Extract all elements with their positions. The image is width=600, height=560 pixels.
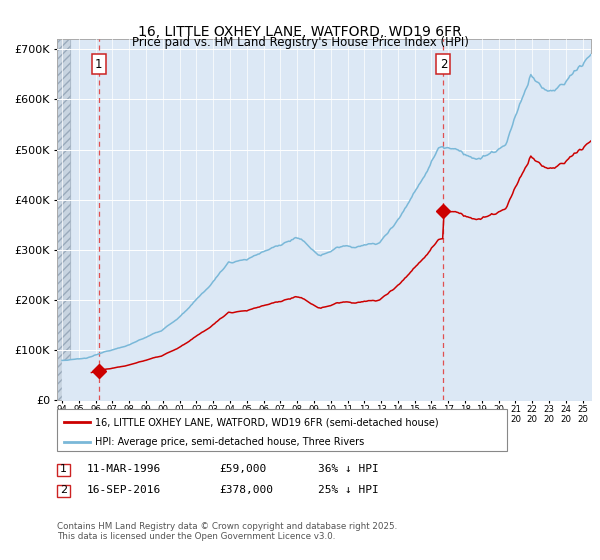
Text: 16, LITTLE OXHEY LANE, WATFORD, WD19 6FR: 16, LITTLE OXHEY LANE, WATFORD, WD19 6FR: [138, 25, 462, 39]
Text: 2: 2: [440, 58, 447, 71]
Text: 25% ↓ HPI: 25% ↓ HPI: [318, 485, 379, 495]
Text: 2: 2: [60, 485, 67, 495]
Text: £59,000: £59,000: [219, 464, 266, 474]
Text: HPI: Average price, semi-detached house, Three Rivers: HPI: Average price, semi-detached house,…: [95, 437, 364, 446]
Text: 36% ↓ HPI: 36% ↓ HPI: [318, 464, 379, 474]
Text: 1: 1: [95, 58, 103, 71]
Text: 1: 1: [60, 464, 67, 474]
Polygon shape: [57, 39, 70, 400]
Text: Price paid vs. HM Land Registry's House Price Index (HPI): Price paid vs. HM Land Registry's House …: [131, 36, 469, 49]
Text: 16, LITTLE OXHEY LANE, WATFORD, WD19 6FR (semi-detached house): 16, LITTLE OXHEY LANE, WATFORD, WD19 6FR…: [95, 417, 439, 427]
Text: 11-MAR-1996: 11-MAR-1996: [87, 464, 161, 474]
Text: 16-SEP-2016: 16-SEP-2016: [87, 485, 161, 495]
Text: Contains HM Land Registry data © Crown copyright and database right 2025.
This d: Contains HM Land Registry data © Crown c…: [57, 522, 397, 542]
Text: £378,000: £378,000: [219, 485, 273, 495]
